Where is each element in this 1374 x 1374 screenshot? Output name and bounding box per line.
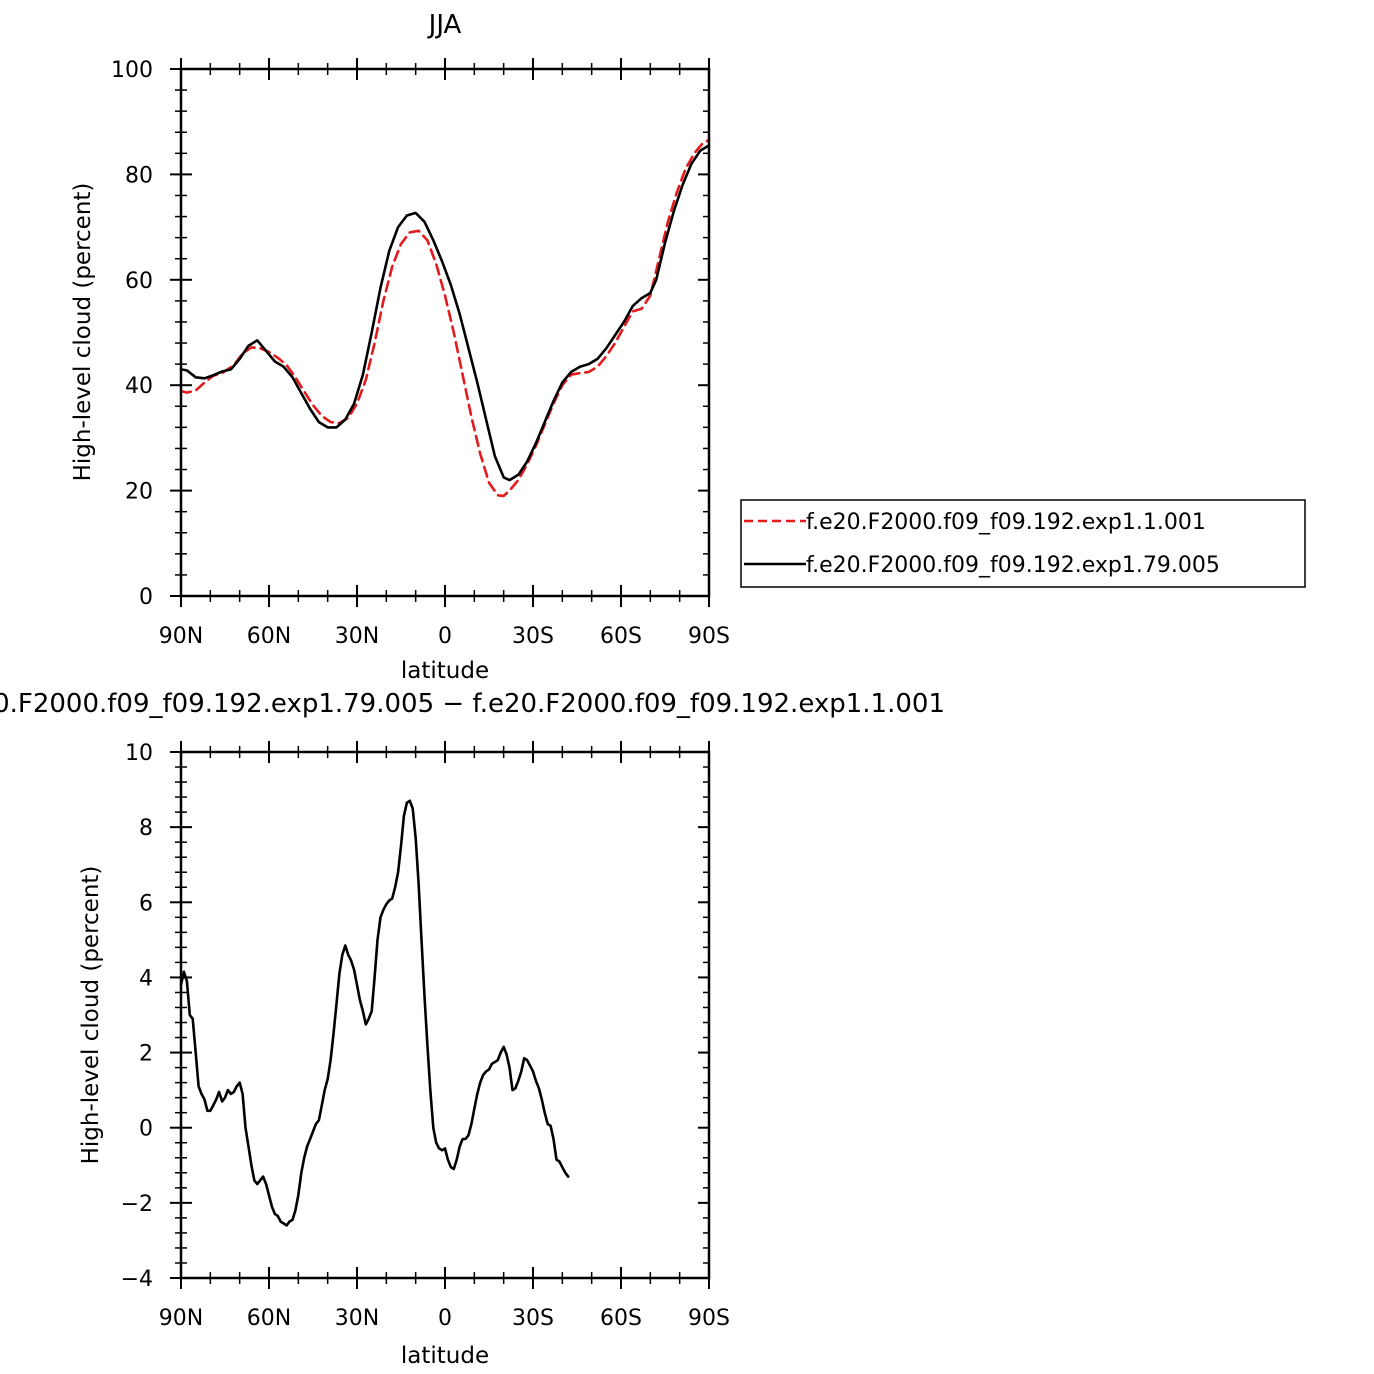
- legend: f.e20.F2000.f09_f09.192.exp1.1.001 f.e20…: [740, 499, 1306, 588]
- bottom-ytick-label: −4: [121, 1267, 153, 1292]
- top-xtick-label: 30N: [335, 624, 379, 649]
- top-ytick-label: 0: [139, 585, 153, 610]
- legend-entry-1: f.e20.F2000.f09_f09.192.exp1.1.001: [806, 510, 1206, 535]
- top-series-line-2: [179, 144, 711, 482]
- bottom-chart-title: f.e20.F2000.f09_f09.192.exp1.79.005 − f.…: [0, 689, 945, 719]
- top-ytick-label: 80: [125, 163, 153, 188]
- top-chart-xlabel: latitude: [401, 658, 489, 684]
- top-ytick-label: 20: [125, 480, 153, 505]
- top-xtick-label: 60N: [247, 624, 291, 649]
- bottom-xtick-label: 60N: [247, 1306, 291, 1331]
- top-series-line-1: [179, 138, 711, 498]
- bottom-xtick-label: 30S: [512, 1306, 554, 1331]
- bottom-chart-frame: [179, 750, 711, 1280]
- bottom-xtick-label: 90S: [688, 1306, 730, 1331]
- bottom-chart-ylabel: High-level cloud (percent): [78, 866, 104, 1165]
- bottom-xtick-label: 0: [438, 1306, 452, 1331]
- top-xtick-label: 90S: [688, 624, 730, 649]
- legend-box: [740, 499, 1306, 588]
- bottom-ytick-label: 2: [139, 1042, 153, 1067]
- top-ytick-label: 40: [125, 374, 153, 399]
- bottom-series-line-1: [179, 799, 570, 1227]
- bottom-chart: f.e20.F2000.f09_f09.192.exp1.79.005 − f.…: [0, 689, 945, 1369]
- top-chart-title: JJA: [427, 10, 462, 40]
- bottom-ytick-label: 8: [139, 816, 153, 841]
- bottom-ytick-label: 4: [139, 966, 153, 991]
- bottom-chart-series: [179, 799, 570, 1227]
- top-chart-series: [179, 138, 711, 498]
- bottom-ytick-label: 0: [139, 1117, 153, 1142]
- top-xtick-label: 90N: [159, 624, 203, 649]
- top-chart: JJA 0 20 40 60 80 100 90N 60N 30N 0 30S 60S 90S lati…: [70, 10, 730, 684]
- bottom-ytick-label: −2: [121, 1192, 153, 1217]
- bottom-xtick-label: 30N: [335, 1306, 379, 1331]
- bottom-xtick-label: 90N: [159, 1306, 203, 1331]
- top-xtick-label: 0: [438, 624, 452, 649]
- bottom-chart-xlabel: latitude: [401, 1343, 489, 1369]
- top-chart-ylabel: High-level cloud (percent): [70, 183, 96, 482]
- top-chart-ticks: 0 20 40 60 80 100 90N 60N 30N 0 30S 60S 90S: [111, 58, 730, 649]
- bottom-chart-ticks: −4 −2 0 2 4 6 8 10 90N 60N 30N 0 30S 60S 90S: [121, 741, 730, 1331]
- top-ytick-label: 100: [111, 58, 153, 83]
- top-xtick-label: 30S: [512, 624, 554, 649]
- bottom-xtick-label: 60S: [600, 1306, 642, 1331]
- bottom-ytick-label: 6: [139, 891, 153, 916]
- top-xtick-label: 60S: [600, 624, 642, 649]
- legend-entry-2: f.e20.F2000.f09_f09.192.exp1.79.005: [806, 553, 1220, 578]
- top-ytick-label: 60: [125, 269, 153, 294]
- top-chart-frame: [179, 67, 711, 598]
- bottom-ytick-label: 10: [125, 741, 153, 766]
